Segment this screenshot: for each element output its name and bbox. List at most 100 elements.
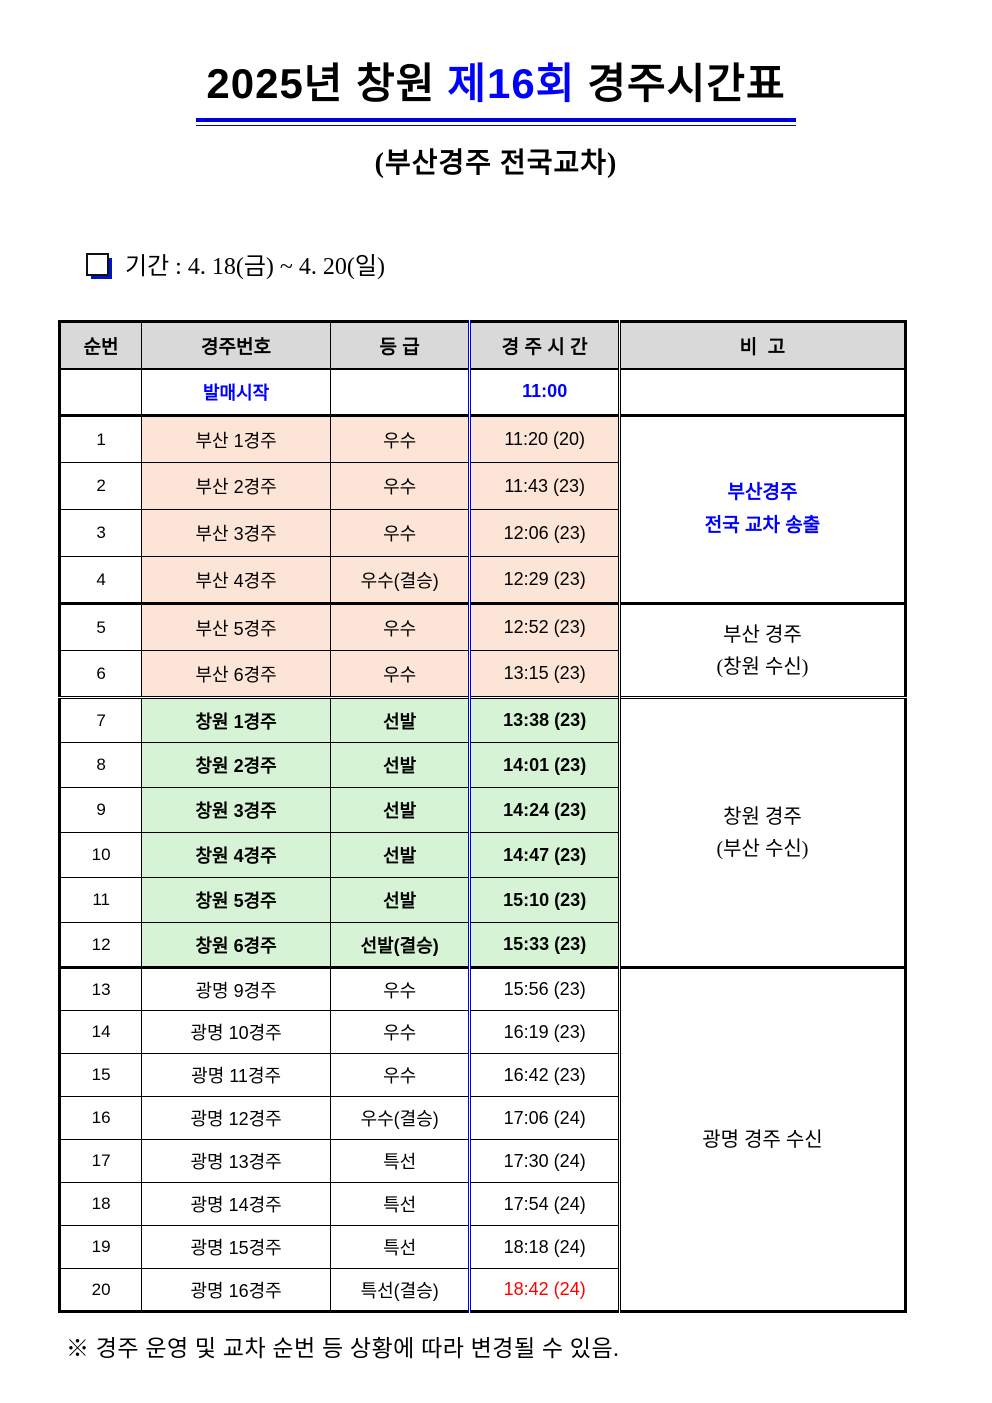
time-cell: 11:20 (20): [468, 414, 620, 463]
title-round-highlight: 제16회: [447, 60, 576, 107]
seq-cell: 5: [58, 602, 143, 651]
title-suffix: 경주시간표: [587, 60, 786, 107]
race-cell: 부산 5경주: [141, 602, 331, 651]
header-time: 경 주 시 간: [468, 321, 620, 370]
race-cell: 광명 11경주: [141, 1053, 331, 1097]
presale-row: 발매시작 11:00: [58, 368, 907, 416]
race-row: 17 광명 13경주 특선 17:30 (24): [58, 1139, 906, 1183]
race-row: 11 창원 5경주 선발 15:10 (23): [58, 877, 906, 923]
race-cell: 부산 1경주: [141, 414, 331, 463]
race-row: 1 부산 1경주 우수 11:20 (20) 부산경주 전국 교차 송출: [58, 414, 907, 604]
seq-cell: 3: [58, 509, 143, 557]
grade-cell: 특선: [329, 1225, 471, 1269]
race-row: 15 광명 11경주 우수 16:42 (23): [58, 1053, 906, 1097]
race-cell: 부산 4경주: [141, 556, 331, 604]
seq-cell: 7: [58, 696, 143, 743]
header-grade: 등 급: [329, 321, 471, 370]
seq-cell: 1: [58, 414, 143, 463]
grade-cell: [329, 368, 471, 416]
seq-cell: 20: [58, 1268, 143, 1312]
time-cell: 16:42 (23): [468, 1053, 620, 1097]
grade-cell: 우수: [329, 462, 471, 510]
header-row: 순번 경주번호 등 급 경 주 시 간 비 고: [58, 321, 907, 370]
note-cell: 광명 경주 수신: [617, 966, 907, 1312]
seq-cell: 18: [58, 1182, 143, 1226]
grade-cell: 선발: [329, 877, 471, 923]
grade-cell: 선발: [329, 742, 471, 788]
presale-label: 발매시작: [141, 368, 331, 416]
seq-cell: 15: [58, 1053, 143, 1097]
race-row: 3 부산 3경주 우수 12:06 (23): [58, 509, 906, 557]
seq-cell: 17: [58, 1139, 143, 1183]
note-cell: 부산경주 전국 교차 송출: [617, 414, 907, 604]
presale-time: 11:00: [468, 368, 620, 416]
grade-cell: 특선(결승): [329, 1268, 471, 1312]
seq-cell: 10: [58, 832, 143, 878]
time-cell: 18:18 (24): [468, 1225, 620, 1269]
race-cell: 창원 5경주: [141, 877, 331, 923]
title-prefix: 2025년 창원: [206, 60, 436, 107]
grade-cell: 우수: [329, 1010, 471, 1054]
grade-cell: 선발: [329, 696, 471, 743]
grade-cell: 우수: [329, 650, 471, 698]
seq-cell: 8: [58, 742, 143, 788]
race-cell: 창원 1경주: [141, 696, 331, 743]
seq-cell: 19: [58, 1225, 143, 1269]
seq-cell: 6: [58, 650, 143, 698]
race-cell: 광명 15경주: [141, 1225, 331, 1269]
time-cell: 17:06 (24): [468, 1096, 620, 1140]
period-text: 기간 : 4. 18(금) ~ 4. 20(일): [125, 254, 385, 280]
race-row: 16 광명 12경주 우수(결승) 17:06 (24): [58, 1096, 906, 1140]
grade-cell: 특선: [329, 1139, 471, 1183]
seq-cell: [58, 368, 143, 416]
grade-cell: 우수: [329, 1053, 471, 1097]
race-row: 2 부산 2경주 우수 11:43 (23): [58, 462, 906, 510]
race-row: 6 부산 6경주 우수 13:15 (23): [58, 650, 906, 698]
race-cell: 광명 12경주: [141, 1096, 331, 1140]
timetable-body: 발매시작 11:00 1 부산 1경주 우수 11:20 (20) 부산경주 전국 교차 …: [58, 368, 907, 1312]
time-cell: 16:19 (23): [468, 1010, 620, 1054]
note-cell: 창원 경주 (부산 수신): [617, 696, 907, 968]
grade-cell: 우수(결승): [329, 556, 471, 604]
seq-cell: 14: [58, 1010, 143, 1054]
race-row: 10 창원 4경주 선발 14:47 (23): [58, 832, 906, 878]
race-row: 14 광명 10경주 우수 16:19 (23): [58, 1010, 906, 1054]
time-cell: 14:47 (23): [468, 832, 620, 878]
race-cell: 광명 14경주: [141, 1182, 331, 1226]
race-row: 5 부산 5경주 우수 12:52 (23) 부산 경주 (창원 수신): [58, 602, 907, 698]
race-row: 20 광명 16경주 특선(결승) 18:42 (24): [58, 1268, 906, 1312]
race-row: 13 광명 9경주 우수 15:56 (23) 광명 경주 수신: [58, 966, 907, 1312]
header-seq: 순번: [58, 321, 143, 370]
time-cell: 14:24 (23): [468, 787, 620, 833]
period-line: 기간 : 4. 18(금) ~ 4. 20(일): [62, 219, 992, 308]
note-cell: 부산 경주 (창원 수신): [617, 602, 907, 698]
race-cell: 광명 10경주: [141, 1010, 331, 1054]
header-race: 경주번호: [141, 321, 331, 370]
seq-cell: 13: [58, 966, 143, 1011]
race-row: 19 광명 15경주 특선 18:18 (24): [58, 1225, 906, 1269]
time-cell: 18:42 (24): [468, 1268, 620, 1312]
race-timetable: 순번 경주번호 등 급 경 주 시 간 비 고 발매시작 11:00 1 부산 1…: [58, 320, 907, 1313]
race-row: 18 광명 14경주 특선 17:54 (24): [58, 1182, 906, 1226]
seq-cell: 12: [58, 922, 143, 968]
footnote: ※ 경주 운영 및 교차 순번 등 상황에 따라 변경될 수 있음.: [66, 1336, 620, 1361]
seq-cell: 9: [58, 787, 143, 833]
page-subtitle: (부산경주 전국교차): [374, 148, 618, 179]
race-cell: 광명 13경주: [141, 1139, 331, 1183]
race-cell: 부산 3경주: [141, 509, 331, 557]
race-cell: 창원 3경주: [141, 787, 331, 833]
time-cell: 15:33 (23): [468, 922, 620, 968]
race-row: 12 창원 6경주 선발(결승) 15:33 (23): [58, 922, 906, 968]
race-row: 9 창원 3경주 선발 14:24 (23): [58, 787, 906, 833]
grade-cell: 특선: [329, 1182, 471, 1226]
grade-cell: 선발: [329, 787, 471, 833]
race-row: 7 창원 1경주 선발 13:38 (23) 창원 경주 (부산 수신): [58, 696, 907, 968]
grade-cell: 우수(결승): [329, 1096, 471, 1140]
time-cell: 15:56 (23): [468, 966, 620, 1011]
race-cell: 부산 6경주: [141, 650, 331, 698]
grade-cell: 선발: [329, 832, 471, 878]
race-cell: 창원 4경주: [141, 832, 331, 878]
grade-cell: 우수: [329, 602, 471, 651]
seq-cell: 2: [58, 462, 143, 510]
